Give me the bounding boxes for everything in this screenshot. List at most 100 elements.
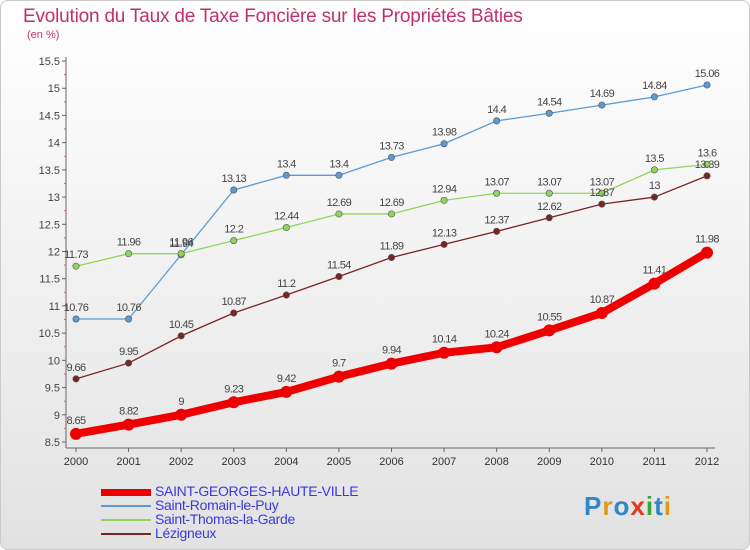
data-point [703, 172, 711, 180]
data-label: 13.39 [695, 159, 720, 171]
y-tick-label: 11.5 [39, 274, 60, 286]
logo-letter: t [654, 491, 664, 521]
data-point [493, 227, 501, 235]
logo-letter: i [663, 491, 672, 521]
data-label: 13.4 [277, 158, 296, 170]
data-point [387, 253, 395, 261]
y-tick-label: 12.5 [39, 219, 60, 231]
legend-label: SAINT-GEORGES-HAUTE-VILLE [155, 483, 359, 499]
data-point [703, 160, 711, 168]
data-label: 12.2 [224, 224, 243, 236]
y-tick-label: 12 [48, 247, 60, 259]
data-label: 12.69 [327, 197, 352, 209]
data-label: 11.98 [695, 234, 719, 246]
data-point [72, 375, 80, 383]
legend-label: Saint-Romain-le-Puy [155, 497, 279, 513]
data-label: 10.14 [432, 334, 457, 346]
data-label: 11.94 [169, 238, 193, 250]
x-tick-label: 2003 [222, 456, 246, 468]
y-tick-label: 9 [54, 410, 60, 422]
data-label: 10.87 [590, 294, 615, 306]
y-tick-label: 15 [48, 83, 60, 95]
data-label: 9.94 [382, 345, 401, 357]
data-point [230, 186, 238, 194]
data-label: 9.66 [66, 362, 85, 374]
data-label: 13.13 [221, 173, 246, 185]
legend-label: Saint-Thomas-la-Garde [155, 511, 295, 527]
data-point [282, 291, 290, 299]
legend-swatch [101, 488, 151, 496]
data-label: 11.96 [169, 237, 193, 249]
data-label: 12.44 [274, 211, 299, 223]
y-tick-label: 15.5 [39, 56, 60, 68]
data-label: 9.95 [119, 346, 138, 358]
data-point [280, 385, 293, 398]
data-point [490, 341, 503, 354]
data-point [230, 309, 238, 317]
legend-label: Lézigneux [155, 525, 217, 541]
data-point [598, 189, 606, 197]
data-label: 11.89 [380, 240, 404, 252]
data-point [125, 315, 133, 323]
data-point [230, 237, 238, 245]
x-tick-label: 2005 [327, 456, 351, 468]
y-tick-label: 10.5 [39, 328, 60, 340]
logo-letter: P [584, 491, 603, 521]
data-point [125, 250, 133, 258]
data-label: 12.13 [432, 227, 457, 239]
data-point [177, 332, 185, 340]
data-label: 9.7 [332, 358, 346, 370]
data-label: 10.24 [484, 328, 509, 340]
data-label: 11.96 [117, 237, 141, 249]
data-point [387, 153, 395, 161]
data-label: 10.45 [169, 319, 194, 331]
data-point [598, 101, 606, 109]
data-label: 12.69 [379, 197, 404, 209]
x-tick-label: 2007 [432, 456, 456, 468]
data-label: 11.73 [64, 249, 88, 261]
data-label: 13 [649, 180, 661, 192]
data-label: 13.6 [697, 147, 716, 159]
data-point [701, 246, 713, 259]
logo-letter: i [645, 491, 655, 521]
data-label: 8.82 [119, 406, 138, 418]
data-point [335, 210, 343, 218]
data-point [387, 210, 395, 218]
data-label: 12.87 [590, 187, 615, 199]
data-label: 14.4 [487, 104, 506, 116]
data-point [332, 370, 345, 383]
data-label: 14.84 [642, 80, 667, 92]
data-label: 13.07 [590, 176, 615, 188]
proxiti-logo: Proxiti [584, 491, 672, 522]
data-label: 10.76 [64, 302, 89, 314]
data-label: 14.54 [537, 96, 562, 108]
y-tick-label: 8.5 [45, 437, 60, 449]
data-label: 13.4 [329, 158, 348, 170]
y-tick-label: 14.5 [39, 110, 60, 122]
data-label: 11.2 [277, 278, 296, 290]
data-label: 9.42 [277, 373, 296, 385]
data-point [385, 357, 398, 370]
x-tick-label: 2001 [116, 456, 140, 468]
data-point [648, 277, 661, 290]
data-label: 8.65 [66, 415, 85, 427]
y-tick-label: 13 [48, 192, 60, 204]
x-tick-label: 2004 [274, 456, 298, 468]
data-point [650, 166, 658, 174]
data-point [440, 240, 448, 248]
data-label: 12.37 [484, 214, 509, 226]
data-label: 12.62 [537, 201, 562, 213]
x-tick-label: 2011 [643, 456, 667, 468]
data-point [650, 93, 658, 101]
data-point [598, 200, 606, 208]
x-tick-label: 2008 [484, 456, 508, 468]
legend-swatch [101, 505, 151, 507]
y-tick-label: 11 [49, 301, 60, 313]
data-point [335, 273, 343, 281]
x-tick-label: 2010 [590, 456, 614, 468]
unit-label: (en %) [27, 29, 60, 41]
data-label: 15.06 [695, 68, 720, 80]
data-label: 13.07 [484, 176, 509, 188]
data-label: 10.55 [537, 311, 562, 323]
y-tick-label: 10 [48, 355, 60, 367]
